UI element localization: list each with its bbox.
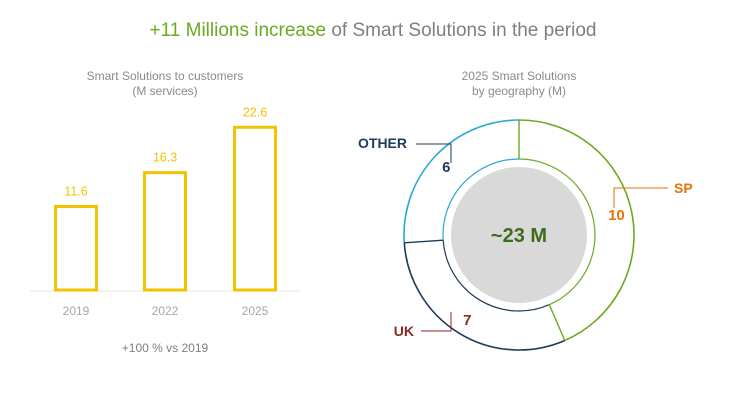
x-tick-label: 2022 [152, 304, 179, 318]
callout-line-other [416, 143, 452, 163]
bar-2019 [54, 204, 98, 292]
donut-separator [548, 304, 566, 341]
headline-rest: of Smart Solutions in the period [326, 20, 597, 41]
x-tick-label: 2019 [63, 304, 90, 318]
donut-slice-other-outer [403, 119, 520, 243]
donut-value-label-other: 6 [442, 159, 450, 176]
geo-name-uk: UK [394, 323, 414, 339]
donut-value-label-uk: 7 [463, 312, 471, 329]
geo-name-other: OTHER [358, 135, 407, 151]
headline: +11 Millions increase of Smart Solutions… [0, 20, 746, 42]
bar-value-label: 16.3 [153, 151, 177, 165]
bar-2025 [233, 125, 277, 292]
donut-chart-subtitle: by geography (M) [472, 84, 566, 98]
bar-chart-note: +100 % vs 2019 [122, 341, 209, 355]
x-tick-label: 2025 [242, 304, 269, 318]
headline-accent: +11 Millions increase [149, 20, 327, 41]
donut-slice-sp-outer [518, 119, 635, 342]
geo-name-sp: SP [674, 180, 693, 196]
donut-slice-other-inner [442, 158, 520, 241]
donut-center-disc [451, 167, 587, 303]
bar-2022 [143, 171, 187, 292]
callout-line-uk [421, 312, 452, 332]
donut-value-label-sp: 10 [608, 207, 625, 224]
callout-line-sp [613, 187, 668, 208]
bar-value-label: 22.6 [243, 105, 267, 119]
donut-chart-title: 2025 Smart Solutions [462, 69, 577, 83]
donut-slice-uk-outer [403, 242, 566, 351]
donut-slice-uk-inner [442, 240, 550, 312]
bar-chart-title: Smart Solutions to customers [87, 69, 244, 83]
donut-center-label: ~23 M [491, 225, 547, 247]
donut-separator [404, 239, 444, 244]
bar-chart-subtitle: (M services) [132, 84, 197, 98]
bar-value-label: 11.6 [64, 184, 87, 198]
donut-slice-sp-inner [518, 158, 596, 306]
